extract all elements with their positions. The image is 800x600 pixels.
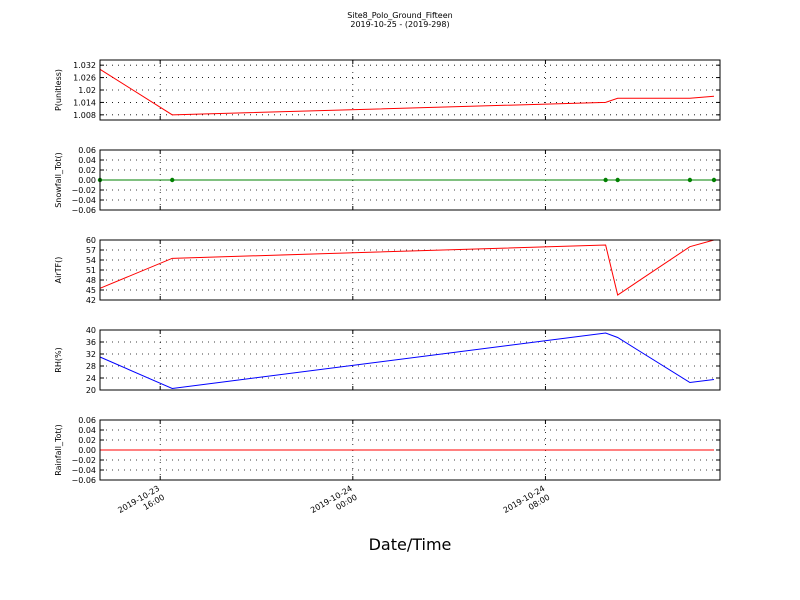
data-line bbox=[99, 239, 715, 296]
y-tick-label: 0.02 bbox=[78, 166, 96, 175]
y-tick-label: 0.06 bbox=[78, 416, 96, 425]
y-tick-label: 0.02 bbox=[78, 436, 96, 445]
y-tick-label: 60 bbox=[86, 236, 96, 245]
data-line bbox=[99, 68, 715, 116]
figure-subtitle: 2019-10-25 - (2019-298) bbox=[350, 20, 449, 29]
plot-frame bbox=[99, 149, 721, 211]
y-tick-label: 48 bbox=[86, 276, 96, 285]
y-axis-label: RH(%) bbox=[54, 347, 63, 372]
data-point bbox=[687, 177, 693, 183]
y-tick-label: −0.04 bbox=[71, 466, 96, 475]
y-tick-label: 20 bbox=[86, 386, 96, 395]
y-tick-label: 51 bbox=[86, 266, 96, 275]
y-tick-label: −0.02 bbox=[71, 456, 96, 465]
y-axis-label: Rainfall_Tot() bbox=[54, 424, 63, 476]
y-tick-label: 0.04 bbox=[78, 426, 96, 435]
y-tick-label: 1.008 bbox=[73, 111, 96, 120]
y-tick-label: 40 bbox=[86, 326, 96, 335]
data-point bbox=[615, 177, 620, 183]
y-tick-label: 32 bbox=[86, 350, 96, 359]
y-tick-label: 57 bbox=[86, 246, 96, 255]
y-tick-label: 0.04 bbox=[78, 156, 96, 165]
y-tick-label: 1.014 bbox=[73, 98, 96, 107]
y-tick-label: 24 bbox=[86, 374, 96, 383]
y-tick-label: 54 bbox=[86, 256, 96, 265]
plot-frame bbox=[99, 329, 721, 391]
y-tick-label: 0.06 bbox=[78, 146, 96, 155]
plot-frame bbox=[99, 239, 721, 301]
y-tick-label: 1.032 bbox=[73, 61, 96, 70]
data-point bbox=[170, 177, 175, 183]
y-tick-label: −0.06 bbox=[71, 476, 96, 485]
y-tick-label: −0.06 bbox=[71, 206, 96, 215]
y-axis-label: Snowfall_Tot() bbox=[54, 152, 63, 208]
data-point bbox=[711, 177, 717, 183]
y-tick-label: 45 bbox=[86, 286, 96, 295]
plot-frame bbox=[99, 419, 721, 481]
data-point bbox=[603, 177, 608, 183]
y-tick-label: −0.04 bbox=[71, 196, 96, 205]
x-axis-label: Date/Time bbox=[369, 535, 452, 554]
y-axis-label: AirTF() bbox=[54, 257, 63, 284]
plot-frame bbox=[99, 59, 721, 121]
y-tick-label: 1.02 bbox=[78, 86, 96, 95]
y-tick-label: 0.00 bbox=[78, 176, 96, 185]
figure-title: Site8_Polo_Ground_Fifteen bbox=[347, 11, 452, 20]
y-tick-label: 36 bbox=[86, 338, 96, 347]
y-tick-label: 1.026 bbox=[73, 74, 96, 83]
y-tick-label: 28 bbox=[86, 362, 96, 371]
y-tick-label: 0.00 bbox=[78, 446, 96, 455]
data-line bbox=[99, 332, 715, 390]
y-tick-label: −0.02 bbox=[71, 186, 96, 195]
y-axis-label: P(unitless) bbox=[54, 69, 63, 111]
y-tick-label: 42 bbox=[86, 296, 96, 305]
